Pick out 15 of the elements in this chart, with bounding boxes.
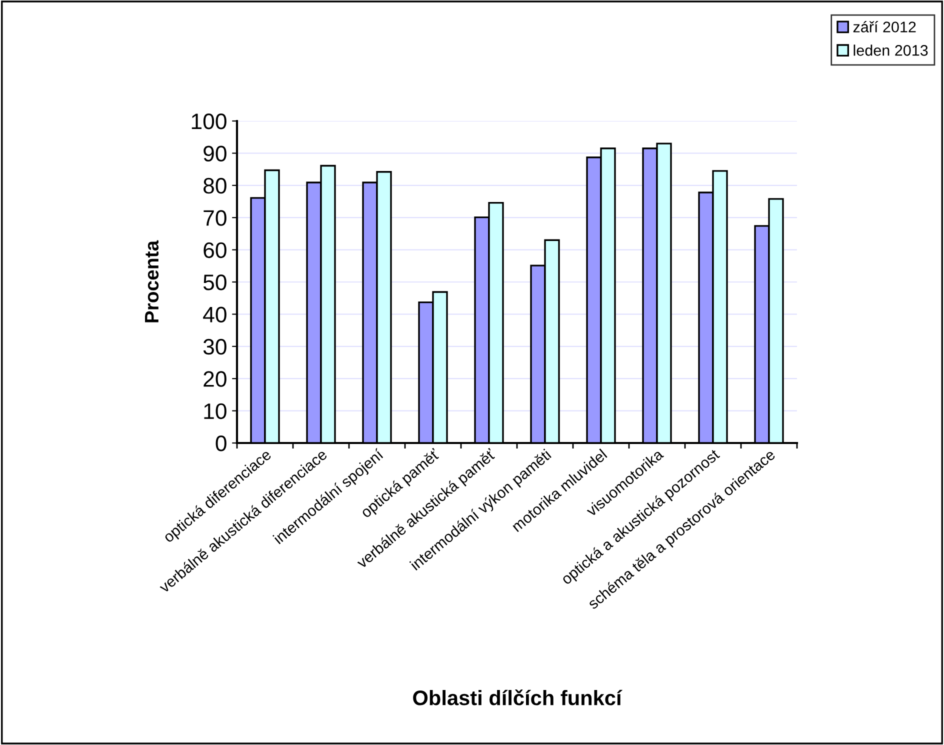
y-tick-label: 50 xyxy=(203,274,226,290)
y-tick-label: 10 xyxy=(204,403,226,420)
y-tick-label: 40 xyxy=(203,306,226,322)
y-tick-label: 20 xyxy=(204,371,226,387)
y-tick-label: 90 xyxy=(204,146,226,162)
legend-label: leden 2013 xyxy=(854,44,928,56)
x-axis-title: Oblasti dílčích funkcí xyxy=(413,690,622,706)
y-tick-label: 60 xyxy=(204,242,226,258)
y-tick-label: 0 xyxy=(216,436,226,452)
legend-label: září 2012 xyxy=(853,21,916,32)
y-tick-label: 70 xyxy=(204,210,226,226)
y-tick-label: 80 xyxy=(204,178,226,194)
y-tick-label: 100 xyxy=(192,114,226,130)
y-axis-title: Procenta xyxy=(145,240,159,322)
y-tick-label: 30 xyxy=(203,338,226,355)
